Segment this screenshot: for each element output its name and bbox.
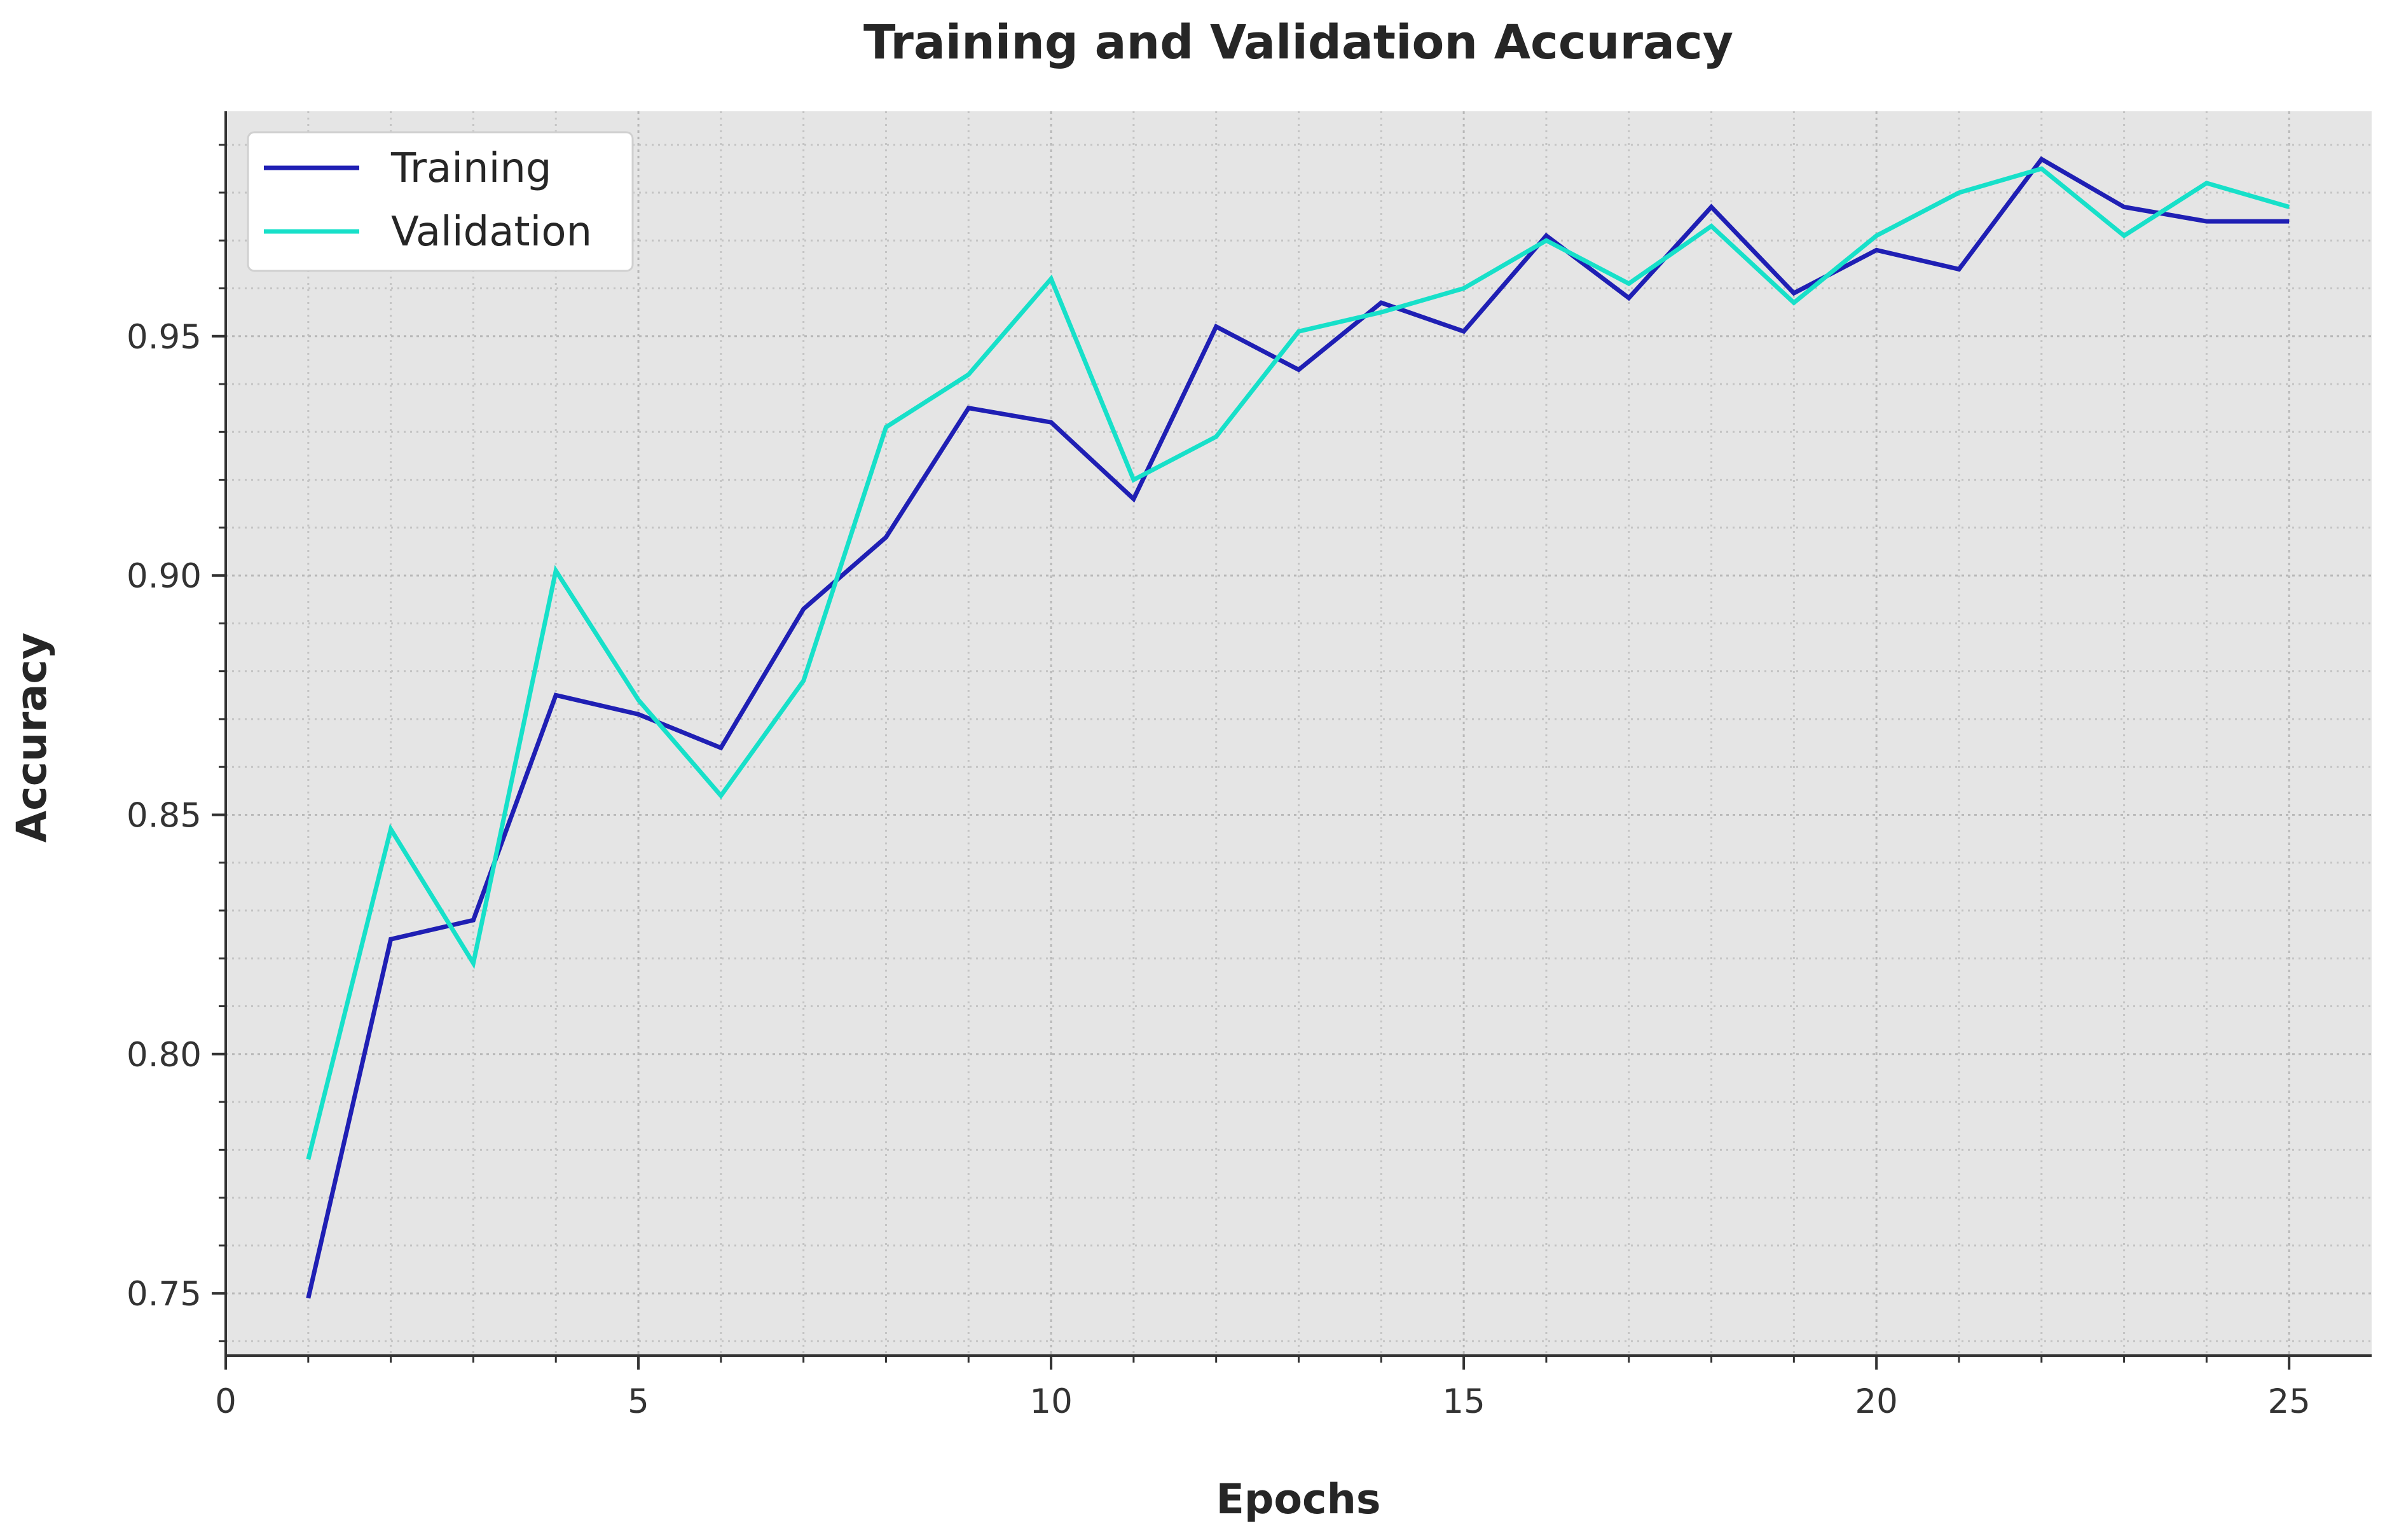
plot-area bbox=[226, 111, 2372, 1356]
x-axis-label: Epochs bbox=[1216, 1476, 1380, 1523]
x-tick-label: 10 bbox=[1029, 1382, 1072, 1421]
x-tick-label: 0 bbox=[215, 1382, 237, 1421]
y-tick-label: 0.75 bbox=[127, 1275, 202, 1314]
x-tick-label: 15 bbox=[1442, 1382, 1485, 1421]
chart-title: Training and Validation Accuracy bbox=[863, 15, 1733, 70]
y-axis-label: Accuracy bbox=[8, 633, 56, 842]
x-tick-label: 25 bbox=[2267, 1382, 2310, 1421]
y-tick-label: 0.85 bbox=[127, 796, 202, 835]
y-tick-label: 0.95 bbox=[127, 318, 202, 357]
x-tick-label: 20 bbox=[1855, 1382, 1897, 1421]
series-lines bbox=[306, 156, 2290, 1299]
y-tick-label: 0.80 bbox=[127, 1036, 202, 1075]
x-tick-label: 5 bbox=[628, 1382, 649, 1421]
y-tick-label: 0.90 bbox=[127, 557, 202, 596]
series-line-training bbox=[306, 156, 2290, 1299]
series-line-validation bbox=[306, 166, 2290, 1160]
axes: 0 5 10 15 20 25 0.75 0.80 0.85 0.90 0.95 bbox=[127, 111, 2372, 1421]
legend-label-validation: Validation bbox=[391, 209, 592, 256]
legend: Training Validation bbox=[247, 131, 634, 272]
legend-label-training: Training bbox=[390, 145, 552, 192]
